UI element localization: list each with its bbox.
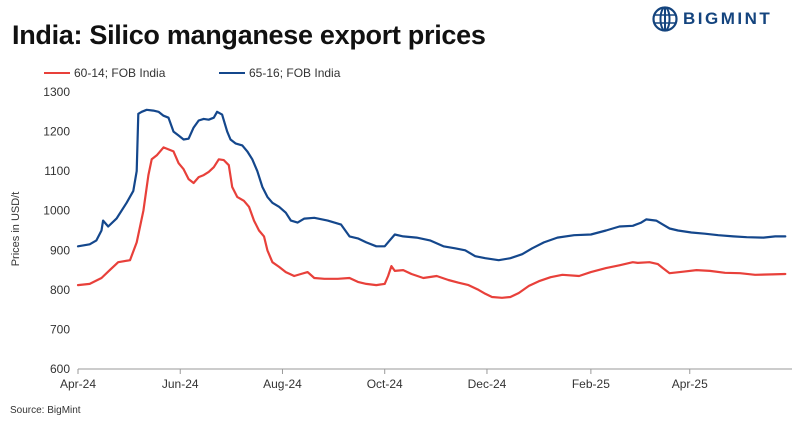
x-tick-label: Dec-24 [468, 377, 507, 391]
x-tick-label: Jun-24 [162, 377, 199, 391]
y-tick-label: 1000 [43, 204, 70, 218]
x-tick-label: Feb-25 [572, 377, 610, 391]
series-line-1 [76, 146, 787, 299]
source-note: Source: BigMint [10, 405, 81, 416]
y-tick-label: 600 [50, 362, 70, 376]
brand-name: BIGMINT [683, 9, 773, 28]
x-tick-label: Apr-25 [672, 377, 708, 391]
page-title: India: Silico manganese export prices [12, 20, 486, 50]
y-tick-label: 1100 [44, 164, 70, 178]
series-line-2 [76, 108, 787, 262]
legend-swatch-series-1 [44, 72, 70, 74]
legend-swatch-series-2 [219, 72, 245, 74]
globe-logo-icon [652, 6, 678, 32]
y-axis: 600 700 800 900 1000 1100 1200 1300 [43, 85, 70, 376]
y-axis-title: Prices in USD/t [10, 192, 22, 267]
series-lines [76, 108, 787, 299]
x-tick-label: Apr-24 [60, 377, 96, 391]
x-tick-label: Aug-24 [263, 377, 302, 391]
y-tick-label: 800 [50, 283, 70, 297]
legend-item-series-1: 60-14; FOB India [44, 66, 165, 80]
legend-item-series-2: 65-16; FOB India [219, 66, 340, 80]
y-tick-label: 1300 [43, 85, 70, 99]
x-axis: Apr-24 Jun-24 Aug-24 Oct-24 Dec-24 Feb-25 Apr-… [60, 368, 792, 391]
y-tick-label: 700 [50, 322, 70, 336]
legend-label-series-1: 60-14; FOB India [74, 66, 166, 80]
legend-label-series-2: 65-16; FOB India [249, 66, 341, 80]
y-tick-label: 1200 [43, 125, 70, 139]
x-tick-label: Oct-24 [367, 377, 403, 391]
brand-logo: BIGMINT [652, 2, 772, 36]
y-tick-label: 900 [50, 243, 70, 257]
